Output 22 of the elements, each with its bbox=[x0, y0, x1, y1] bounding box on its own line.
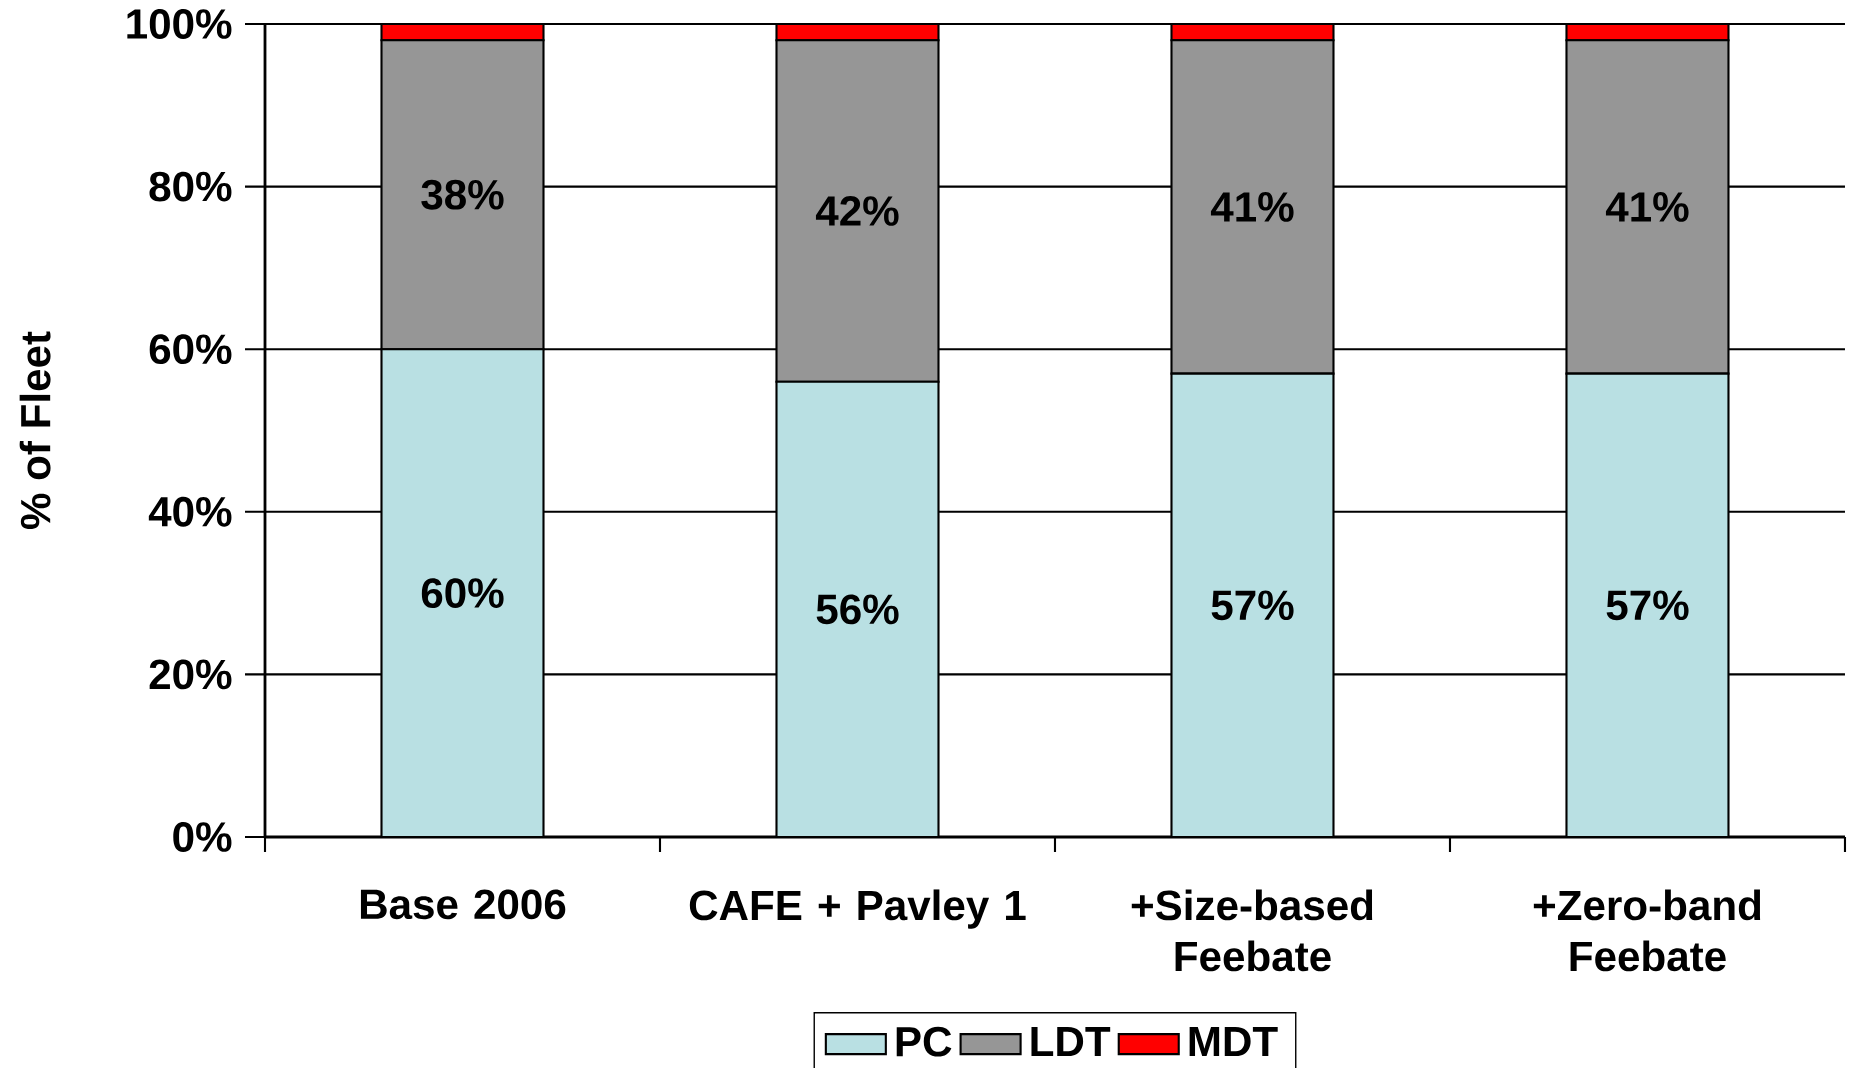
data-label: 56% bbox=[816, 594, 899, 625]
data-label: 38% bbox=[421, 179, 504, 210]
data-label: 41% bbox=[1605, 192, 1689, 222]
data-label: 57% bbox=[1211, 590, 1294, 621]
legend-label: PC bbox=[896, 1026, 952, 1057]
x-tick-label: Base 2006 bbox=[360, 889, 566, 920]
y-tick-label: 40% bbox=[148, 496, 232, 527]
y-tick-label: 100% bbox=[127, 9, 232, 39]
y-axis-title: % of Fleet bbox=[19, 331, 51, 530]
x-tick-label: +Zero-band Feebate bbox=[1533, 889, 1761, 972]
y-tick-label: 20% bbox=[149, 659, 232, 690]
data-label: 60% bbox=[421, 578, 504, 608]
data-label: 42% bbox=[815, 196, 899, 226]
data-label: 57% bbox=[1606, 590, 1689, 621]
y-tick-label: 80% bbox=[149, 171, 232, 202]
legend-label: LDT bbox=[1031, 1026, 1111, 1056]
x-tick-label: +Size-based Feebate bbox=[1131, 889, 1373, 972]
y-tick-label: 0% bbox=[173, 822, 232, 852]
data-label: 41% bbox=[1210, 192, 1294, 222]
legend-label: MDT bbox=[1189, 1026, 1278, 1056]
y-tick-label: 60% bbox=[149, 334, 232, 365]
x-tick-label: CAFE + Pavley 1 bbox=[689, 889, 1026, 929]
